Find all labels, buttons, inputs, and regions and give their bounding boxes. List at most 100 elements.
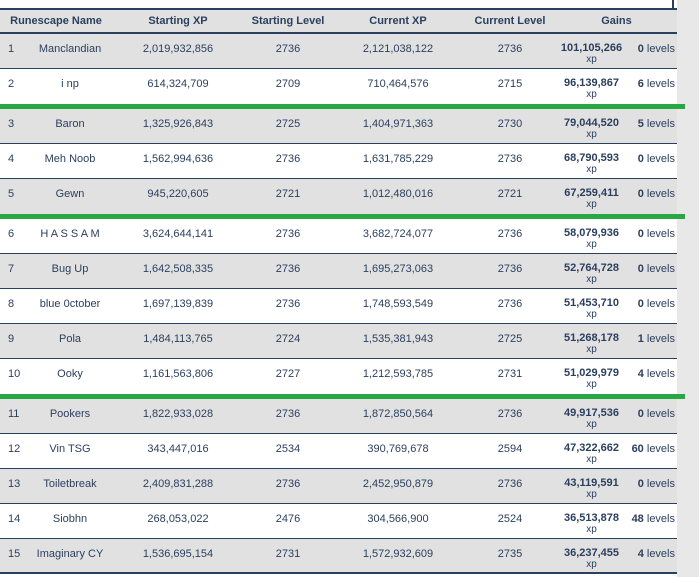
rank-cell: 10 — [8, 368, 21, 380]
table-row: 14 Siobhn 268,053,022 2476 304,566,900 2… — [0, 504, 677, 539]
gains-xp-suffix: xp — [586, 54, 597, 65]
player-name-cell: Bug Up — [51, 263, 89, 275]
starting-level-cell: 2731 — [275, 548, 301, 560]
starting-xp-cell: 1,642,508,335 — [142, 263, 214, 275]
player-name-cell: Vin TSG — [49, 443, 91, 455]
table-row: 3 Baron 1,325,926,843 2725 1,404,971,363… — [0, 109, 677, 144]
current-xp-cell: 3,682,724,077 — [362, 228, 434, 240]
rank-cell: 15 — [8, 548, 21, 560]
gains-xp-cell: 67,259,411 xp — [556, 179, 627, 211]
table-row: 5 Gewn 945,220,605 2721 1,012,480,016 27… — [0, 179, 677, 214]
gains-xp-value: 96,139,867 — [563, 77, 620, 89]
gains-xp-cell: 47,322,662 xp — [556, 434, 627, 466]
gains-levels-value: 0 — [637, 263, 644, 275]
table-row: 12 Vin TSG 343,447,016 2534 390,769,678 … — [0, 434, 677, 469]
player-name-cell: Manclandian — [38, 43, 102, 55]
gains-levels-cell: 4 levels — [627, 359, 677, 380]
current-xp-cell: 710,464,576 — [367, 78, 429, 90]
gains-xp-value: 43,119,591 — [564, 477, 619, 489]
player-name-cell: Pola — [58, 333, 82, 345]
gains-levels-value: 6 — [637, 78, 644, 90]
gains-levels-value: 0 — [637, 478, 644, 490]
table-row: 15 Imaginary CY 1,536,695,154 2731 1,572… — [0, 539, 677, 574]
starting-xp-cell: 945,220,605 — [147, 188, 209, 200]
table-header-row: Runescape Name Starting XP Starting Leve… — [0, 10, 677, 34]
gains-levels-cell: 0 levels — [627, 179, 677, 200]
gains-levels-cell: 4 levels — [627, 539, 677, 560]
table-row: 10 Ooky 1,161,563,806 2727 1,212,593,785… — [0, 359, 677, 394]
current-xp-cell: 1,212,593,785 — [362, 368, 434, 380]
gains-xp-value: 101,105,266 — [560, 42, 623, 54]
current-level-cell: 2730 — [497, 118, 523, 130]
gains-levels-cell: 6 levels — [627, 69, 677, 90]
starting-xp-cell: 1,536,695,154 — [142, 548, 214, 560]
gains-xp-suffix: xp — [586, 199, 597, 210]
gains-levels-cell: 0 levels — [627, 34, 677, 55]
current-level-cell: 2736 — [497, 478, 523, 490]
gains-levels-value: 0 — [637, 298, 644, 310]
current-xp-cell: 1,748,593,549 — [362, 298, 434, 310]
gains-levels-suffix: levels — [643, 118, 675, 130]
player-name-cell: Imaginary CY — [36, 548, 104, 560]
header-starting-xp: Starting XP — [148, 15, 208, 27]
current-level-cell: 2736 — [497, 263, 523, 275]
table-row: 9 Pola 1,484,113,765 2724 1,535,381,943 … — [0, 324, 677, 359]
current-level-cell: 2731 — [497, 368, 523, 380]
starting-level-cell: 2724 — [275, 333, 301, 345]
starting-level-cell: 2534 — [275, 443, 301, 455]
gains-levels-suffix: levels — [643, 333, 675, 345]
gains-xp-cell: 51,268,178 xp — [556, 324, 627, 356]
gains-levels-value: 1 — [637, 333, 644, 345]
gains-levels-cell: 0 levels — [627, 254, 677, 275]
current-level-cell: 2735 — [497, 548, 523, 560]
starting-level-cell: 2736 — [275, 478, 301, 490]
table-row: 13 Toiletbreak 2,409,831,288 2736 2,452,… — [0, 469, 677, 504]
gains-levels-suffix: levels — [643, 263, 675, 275]
gains-levels-cell: 0 levels — [627, 144, 677, 165]
gains-xp-value: 36,513,878 — [563, 512, 620, 524]
starting-xp-cell: 1,822,933,028 — [142, 408, 214, 420]
gains-levels-cell: 48 levels — [627, 504, 677, 525]
starting-xp-cell: 268,053,022 — [147, 513, 209, 525]
current-xp-cell: 1,572,932,609 — [362, 548, 434, 560]
rank-cell: 9 — [8, 333, 15, 345]
gains-levels-suffix: levels — [643, 513, 675, 525]
gains-xp-cell: 96,139,867 xp — [556, 69, 627, 101]
gains-xp-cell: 58,079,936 xp — [556, 219, 627, 251]
gains-xp-suffix: xp — [586, 164, 597, 175]
current-level-cell: 2721 — [497, 188, 523, 200]
xp-gains-table: Runescape Name Starting XP Starting Leve… — [0, 8, 685, 574]
rank-cell: 6 — [8, 228, 15, 240]
current-xp-cell: 1,872,850,564 — [362, 408, 434, 420]
current-xp-cell: 390,769,678 — [367, 443, 429, 455]
gains-levels-suffix: levels — [643, 228, 675, 240]
gains-xp-value: 51,268,178 — [563, 332, 620, 344]
rank-cell: 5 — [8, 188, 15, 200]
current-xp-cell: 304,566,900 — [367, 513, 429, 525]
starting-xp-cell: 1,161,563,806 — [142, 368, 214, 380]
gains-xp-value: 67,259,411 — [564, 187, 619, 199]
header-runescape-name: Runescape Name — [10, 15, 102, 27]
header-starting-level: Starting Level — [251, 15, 325, 27]
gains-levels-value: 4 — [637, 368, 644, 380]
gains-xp-suffix: xp — [586, 309, 597, 320]
gains-xp-suffix: xp — [586, 89, 597, 100]
gains-xp-value: 68,790,593 — [563, 152, 620, 164]
player-name-cell: Meh Noob — [44, 153, 96, 165]
gains-levels-suffix: levels — [643, 368, 675, 380]
current-level-cell: 2524 — [497, 513, 523, 525]
header-gains: Gains — [601, 15, 632, 27]
header-current-xp: Current XP — [369, 15, 427, 27]
gains-xp-value: 49,917,536 — [563, 407, 620, 419]
gains-levels-cell: 0 levels — [627, 469, 677, 490]
starting-level-cell: 2725 — [275, 118, 301, 130]
gains-levels-value: 0 — [637, 43, 644, 55]
rank-cell: 7 — [8, 263, 15, 275]
gains-xp-cell: 43,119,591 xp — [556, 469, 627, 501]
starting-level-cell: 2736 — [275, 263, 301, 275]
gains-xp-cell: 36,237,455 xp — [556, 539, 627, 571]
gains-levels-cell: 60 levels — [627, 434, 677, 455]
starting-level-cell: 2476 — [275, 513, 301, 525]
starting-xp-cell: 1,697,139,839 — [142, 298, 214, 310]
gains-xp-suffix: xp — [586, 524, 597, 535]
